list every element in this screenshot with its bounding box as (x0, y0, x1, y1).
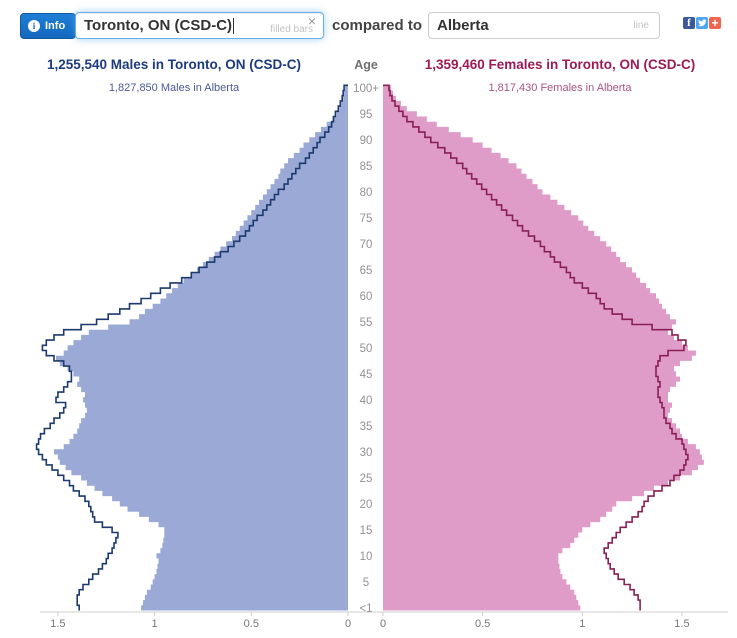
age-tick-label: 70 (360, 239, 373, 251)
share-plus-icon[interactable]: + (709, 17, 721, 29)
age-tick-label: 25 (360, 473, 373, 485)
age-tick-label: 65 (360, 265, 373, 277)
age-tick-label: 45 (360, 369, 373, 381)
secondary-region-input[interactable]: Alberta line (428, 12, 660, 39)
age-tick-label: 85 (360, 161, 373, 173)
age-tick-label: 55 (360, 317, 373, 329)
x-axis-tick-label: 1.5 (50, 618, 65, 630)
females-subtitle: 1,817,430 Females in Alberta (488, 82, 632, 94)
males-comparison-line (35, 84, 348, 611)
age-tick-label: 5 (363, 577, 369, 589)
age-tick-label: 10 (360, 551, 373, 563)
twitter-bird-glyph (698, 19, 707, 27)
age-tick-label: 80 (360, 187, 373, 199)
age-tick-label: 75 (360, 213, 373, 225)
secondary-region-hint: line (633, 20, 649, 31)
age-tick-label: 20 (360, 499, 373, 511)
age-tick-label: 60 (360, 291, 373, 303)
info-button-label: Info (45, 20, 66, 32)
x-axis-tick-label: 0.5 (244, 618, 259, 630)
compared-to-label: compared to (331, 17, 422, 34)
males-filled-area (54, 85, 348, 611)
primary-region-value: Toronto, ON (CSD-C) (84, 17, 233, 34)
females-title: 1,359,460 Females in Toronto, ON (CSD-C) (424, 57, 696, 72)
info-button[interactable]: i Info (20, 13, 77, 39)
age-tick-label: 40 (360, 395, 373, 407)
x-axis-tick-label: 0.5 (475, 618, 490, 630)
x-axis-tick-label: 1.5 (674, 618, 689, 630)
females-comparison-line (383, 84, 689, 611)
age-tick-label: 15 (360, 525, 373, 537)
females-filled-area (383, 85, 704, 611)
age-tick-label: 35 (360, 421, 373, 433)
age-tick-label: 100+ (353, 83, 379, 95)
males-subtitle: 1,827,850 Males in Alberta (108, 82, 240, 94)
primary-region-input[interactable]: Toronto, ON (CSD-C) filled bars × (75, 12, 324, 39)
facebook-icon[interactable]: f (683, 17, 695, 29)
males-heading: 1,255,540 Males in Toronto, ON (CSD-C) 1… (0, 57, 348, 94)
twitter-icon[interactable] (696, 17, 708, 29)
age-tick-label: 50 (360, 343, 373, 355)
secondary-region-value: Alberta (437, 17, 489, 34)
clear-input-icon[interactable]: × (307, 13, 316, 29)
x-axis-tick-label: 1 (152, 618, 158, 630)
text-cursor (233, 17, 235, 34)
primary-region-hint: filled bars (270, 24, 313, 35)
males-title: 1,255,540 Males in Toronto, ON (CSD-C) (46, 57, 302, 72)
age-tick-label: <1 (359, 603, 372, 615)
info-icon: i (28, 20, 40, 32)
females-heading: 1,359,460 Females in Toronto, ON (CSD-C)… (383, 57, 737, 94)
x-axis-tick-label: 0 (380, 618, 386, 630)
age-tick-label: 90 (360, 135, 373, 147)
x-axis-tick-label: 1 (579, 618, 585, 630)
x-axis-tick-label: 0 (345, 618, 351, 630)
age-axis-header: Age (354, 58, 378, 72)
age-tick-label: 30 (360, 447, 373, 459)
age-tick-label: 95 (360, 109, 373, 121)
